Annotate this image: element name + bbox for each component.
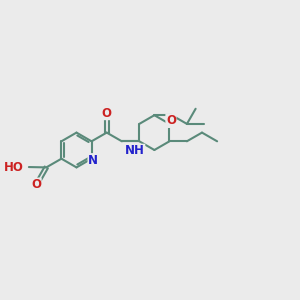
Text: O: O <box>31 178 41 191</box>
Text: NH: NH <box>125 144 145 157</box>
Text: O: O <box>166 114 176 128</box>
Text: HO: HO <box>4 160 23 174</box>
Text: O: O <box>102 106 112 120</box>
Text: N: N <box>88 154 98 167</box>
